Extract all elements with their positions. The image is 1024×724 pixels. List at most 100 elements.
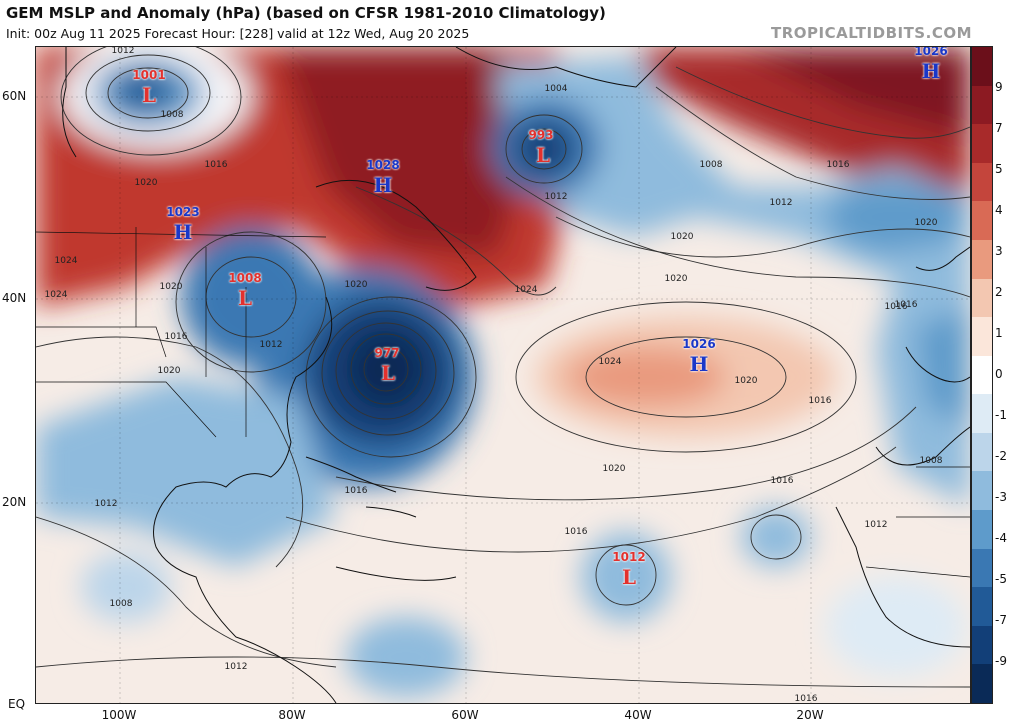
- isobar-label: 1016: [564, 527, 588, 537]
- isobar-label: 1016: [204, 160, 228, 170]
- pressure-center-value: 1023: [166, 205, 200, 219]
- isobar-label: 1016: [894, 300, 918, 310]
- isobar-label: 1012: [769, 198, 793, 208]
- high-pressure-symbol: H: [921, 59, 941, 83]
- lat-label-eq: EQ: [8, 697, 26, 711]
- lon-label-80w: 80W: [278, 708, 306, 722]
- colorbar-label: -1: [995, 408, 1007, 422]
- isobar-label: 1012: [259, 340, 283, 350]
- colorbar-segment: [972, 548, 992, 588]
- pressure-center-value: 1012: [612, 550, 646, 564]
- colorbar-segment: [972, 510, 992, 550]
- pressure-center-value: 993: [528, 128, 554, 142]
- colorbar-label: -2: [995, 449, 1007, 463]
- colorbar-label: 9: [995, 80, 1003, 94]
- isobar-label: 1016: [164, 332, 188, 342]
- lat-label-40n: 40N: [2, 291, 27, 305]
- isobar-label: 1008: [160, 110, 184, 120]
- isobar-label: 1020: [734, 376, 758, 386]
- colorbar-label: 3: [995, 244, 1003, 258]
- colorbar-segment: [972, 317, 992, 357]
- anomaly-field: [36, 47, 970, 703]
- colorbar-segment: [972, 124, 992, 164]
- isobar-label: 1020: [157, 366, 181, 376]
- borders: [36, 227, 970, 578]
- low-pressure-symbol: L: [141, 83, 157, 107]
- isobar-label: 1008: [699, 160, 723, 170]
- colorbar-label: 2: [995, 285, 1003, 299]
- colorbar-segment: [972, 162, 992, 202]
- high-pressure-symbol: H: [689, 352, 709, 376]
- pressure-center-value: 1026: [914, 46, 948, 58]
- colorbar-label: 0: [995, 367, 1003, 381]
- isobar-label: 1020: [159, 282, 183, 292]
- colorbar-segment: [972, 239, 992, 280]
- isobar-label: 1020: [134, 178, 158, 188]
- colorbar-segment: [972, 471, 992, 511]
- isobar-label: 1020: [670, 232, 694, 242]
- isobar-label: 1012: [544, 192, 568, 202]
- colorbar-label: 5: [995, 162, 1003, 176]
- isobar-label: 1024: [514, 285, 538, 295]
- colorbar-label: -3: [995, 490, 1007, 504]
- isobar-label: 1020: [602, 464, 626, 474]
- colorbar-segment: [972, 432, 992, 472]
- isobar-contours: [36, 47, 970, 688]
- isobar-label: 1020: [914, 218, 938, 228]
- lon-label-100w: 100W: [101, 708, 137, 722]
- pressure-center-value: 977: [374, 346, 400, 360]
- colorbar-label: -7: [995, 613, 1007, 627]
- colorbar-segment: [972, 47, 992, 87]
- isobar-label: 1008: [919, 456, 943, 466]
- low-pressure-symbol: L: [237, 286, 253, 310]
- lon-label-40w: 40W: [624, 708, 652, 722]
- isobar-label: 1012: [864, 520, 888, 530]
- lat-label-20n: 20N: [2, 495, 27, 509]
- isobar-label: 1004: [544, 84, 568, 94]
- colorbar-label: -9: [995, 654, 1007, 668]
- pressure-center-value: 1026: [682, 337, 716, 351]
- isobar-label: 1020: [664, 274, 688, 284]
- isobar-label: 1024: [54, 256, 78, 266]
- pressure-center-value: 1008: [228, 271, 262, 285]
- isobar-label: 1020: [344, 280, 368, 290]
- isobar-label: 1016: [770, 476, 794, 486]
- isobar-label: 1024: [44, 290, 68, 300]
- colorbar-segment: [972, 85, 992, 125]
- colorbar-segment: [972, 355, 992, 395]
- site-watermark: TROPICALTIDBITS.COM: [771, 24, 972, 42]
- isobar-label: 1008: [109, 599, 133, 609]
- map-title: GEM MSLP and Anomaly (hPa) (based on CFS…: [6, 4, 606, 22]
- map-subtitle: Init: 00z Aug 11 2025 Forecast Hour: [22…: [6, 26, 470, 41]
- pressure-center-value: 1028: [366, 158, 400, 172]
- colorbar-segment: [972, 394, 992, 434]
- colorbar-segment: [972, 625, 992, 665]
- colorbar-label: -4: [995, 531, 1007, 545]
- lon-label-60w: 60W: [451, 708, 479, 722]
- colorbar-segment: [972, 278, 992, 318]
- isobar-label: 1012: [94, 499, 118, 509]
- colorbar-label: -5: [995, 572, 1007, 586]
- mslp-map: 1012 1008 1016 1020 1024 1020 1024 1016 1020 1004…: [35, 46, 971, 704]
- high-pressure-symbol: H: [173, 220, 193, 244]
- high-pressure-symbol: H: [373, 173, 393, 197]
- anomaly-colorbar: [971, 46, 993, 704]
- colorbar-label: 7: [995, 121, 1003, 135]
- isobar-label: 1016: [808, 396, 832, 406]
- pressure-center-value: 1001: [132, 68, 166, 82]
- coastlines: [62, 47, 970, 703]
- low-pressure-symbol: L: [380, 361, 396, 385]
- low-pressure-symbol: L: [535, 143, 551, 167]
- lat-label-60n: 60N: [2, 89, 27, 103]
- colorbar-label: 1: [995, 326, 1003, 340]
- isobar-label: 1016: [826, 160, 850, 170]
- isobar-label: 1024: [598, 357, 622, 367]
- isobar-label: 1012: [111, 46, 135, 56]
- colorbar-segment: [972, 201, 992, 241]
- gridlines: [36, 47, 970, 703]
- isobar-label: 1016: [794, 694, 818, 704]
- isobar-label: 1012: [224, 662, 248, 672]
- colorbar-segment: [972, 664, 992, 704]
- colorbar-label: 4: [995, 203, 1003, 217]
- isobar-label: 1016: [884, 302, 908, 312]
